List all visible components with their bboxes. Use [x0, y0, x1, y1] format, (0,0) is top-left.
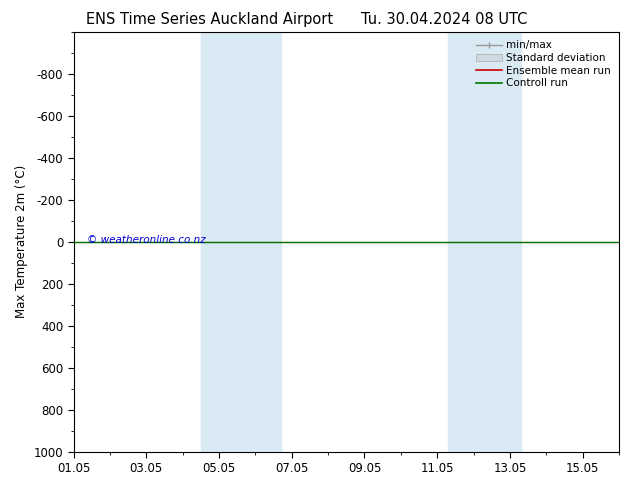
Text: Tu. 30.04.2024 08 UTC: Tu. 30.04.2024 08 UTC	[361, 12, 527, 27]
Text: ENS Time Series Auckland Airport: ENS Time Series Auckland Airport	[86, 12, 333, 27]
Legend: min/max, Standard deviation, Ensemble mean run, Controll run: min/max, Standard deviation, Ensemble me…	[472, 37, 614, 92]
Bar	[201, 32, 281, 452]
Y-axis label: Max Temperature 2m (°C): Max Temperature 2m (°C)	[15, 165, 28, 318]
Bar	[448, 32, 521, 452]
Text: © weatheronline.co.nz: © weatheronline.co.nz	[87, 235, 206, 245]
